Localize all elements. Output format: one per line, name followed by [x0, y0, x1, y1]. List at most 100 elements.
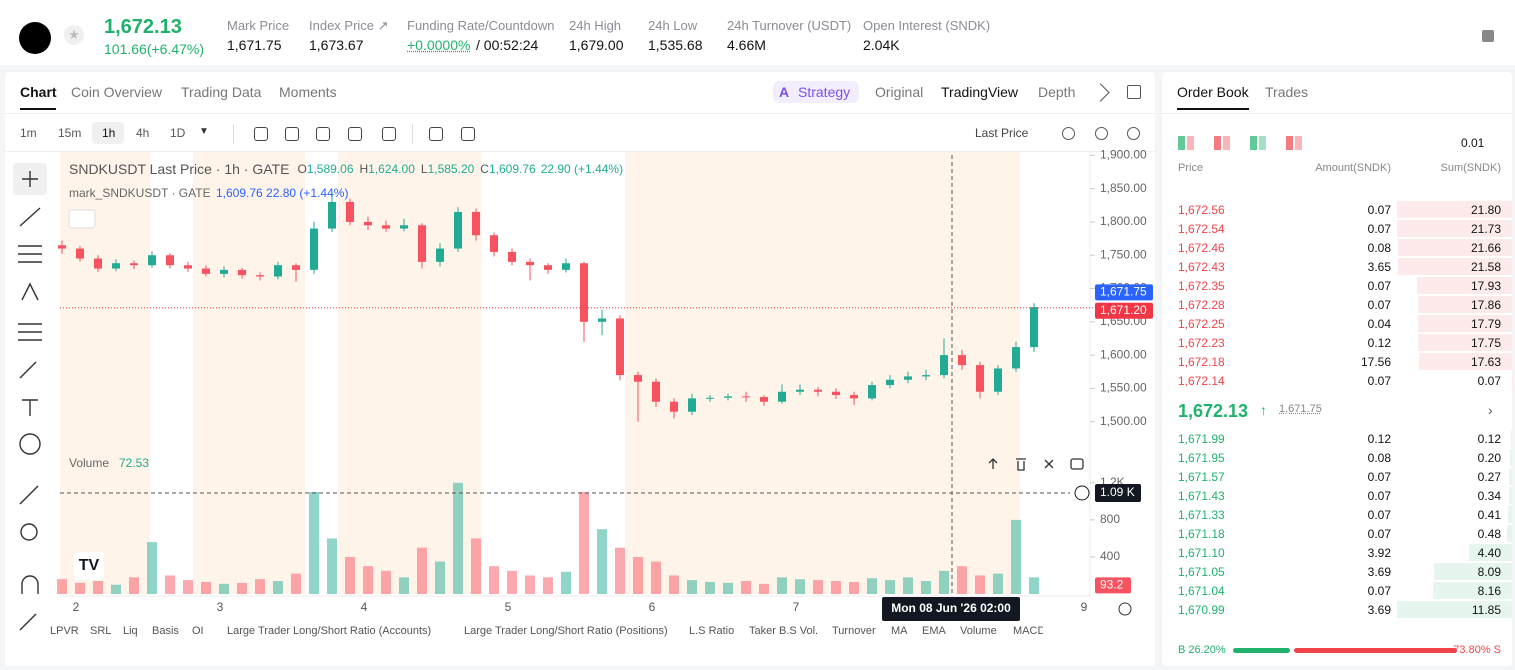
- indicator[interactable]: Basis: [152, 625, 179, 637]
- volume-name: Volume: [69, 456, 109, 470]
- ob-sum: 17.79: [1470, 317, 1501, 331]
- candle-body: [778, 391, 786, 402]
- ob-view-icon: [1214, 136, 1221, 150]
- volume-bar: [201, 581, 211, 594]
- toolbar-icon[interactable]: [429, 127, 443, 141]
- indicator[interactable]: Turnover: [832, 625, 876, 637]
- interval[interactable]: 1D: [170, 126, 186, 140]
- toolbar-icon[interactable]: [285, 127, 299, 141]
- volume-bar: [453, 482, 463, 594]
- ob-tab[interactable]: Trades: [1265, 84, 1309, 100]
- indicator[interactable]: LPVR: [50, 625, 79, 637]
- x-tick-label: 6: [649, 600, 656, 614]
- price-change: 101.66(+6.47%): [104, 41, 205, 57]
- volume-last-bg: [1095, 577, 1131, 594]
- view-tab[interactable]: Depth: [1038, 84, 1076, 100]
- indicator[interactable]: SRL: [90, 625, 112, 637]
- interval[interactable]: 15m: [58, 126, 82, 140]
- ob-amount: 0.07: [1367, 489, 1391, 503]
- view-tab[interactable]: Original: [875, 84, 924, 100]
- interval[interactable]: 1h: [102, 126, 116, 140]
- candle-body: [202, 268, 210, 274]
- volume-bar: [849, 581, 859, 594]
- ohlc-key: O: [297, 162, 306, 176]
- indicator[interactable]: OI: [192, 625, 204, 637]
- indicator[interactable]: MA: [891, 625, 908, 637]
- depth-bar: [1397, 201, 1512, 218]
- ohlc-key: L: [421, 162, 428, 176]
- candle-body: [508, 251, 516, 262]
- toolbar-icon[interactable]: [382, 127, 396, 141]
- ob-amount: 3.65: [1367, 260, 1391, 274]
- volume-bar: [183, 580, 193, 594]
- layout-icon[interactable]: [1482, 30, 1494, 42]
- indicator[interactable]: Liq: [123, 625, 138, 637]
- stat-label: 24h Turnover (USDT): [727, 18, 852, 33]
- candle-body: [472, 211, 480, 236]
- favorite-star[interactable]: ★: [64, 25, 84, 45]
- ohlc-value: 1,589.06: [307, 162, 354, 176]
- volume-bar: [147, 542, 157, 594]
- toolbar-icon[interactable]: [461, 127, 475, 141]
- ob-amount: 0.12: [1367, 432, 1391, 446]
- ob-sum: 0.34: [1477, 489, 1501, 503]
- toolbar-icon[interactable]: [348, 127, 362, 141]
- view-tab[interactable]: TradingView: [941, 84, 1019, 100]
- ob-price: 1,672.23: [1178, 336, 1225, 350]
- indicator[interactable]: Large Trader Long/Short Ratio (Accounts): [227, 625, 432, 637]
- toolbar-divider: [233, 124, 234, 144]
- x-tick-label: 3: [217, 600, 224, 614]
- indicator[interactable]: EMA: [922, 625, 946, 637]
- interval[interactable]: 4h: [136, 126, 150, 140]
- indicator[interactable]: Large Trader Long/Short Ratio (Positions…: [464, 625, 668, 637]
- ob-view-icon: [1178, 136, 1185, 150]
- ob-amount: 0.07: [1367, 470, 1391, 484]
- chart-tab[interactable]: Chart: [20, 84, 57, 100]
- indicator[interactable]: Taker B.S Vol.: [749, 625, 819, 637]
- ohlc-value: 1,624.00: [368, 162, 415, 176]
- y-tick-label: 1,750.00: [1100, 247, 1147, 261]
- candle-body: [382, 225, 390, 229]
- toolbar-icon[interactable]: [316, 127, 330, 141]
- ob-price: 1,672.56: [1178, 203, 1225, 217]
- chart-tab[interactable]: Moments: [279, 84, 337, 100]
- stat-label: Open Interest (SNDK): [863, 18, 991, 33]
- candle-body: [868, 385, 876, 399]
- chart: TV 1,500.001,550.001,600.001,650.001,700…: [13, 148, 1153, 631]
- ob-column: Sum(SNDK): [1440, 162, 1501, 174]
- volume-bar: [507, 570, 517, 594]
- candle-body: [400, 225, 408, 229]
- toolbar-icon: [1062, 127, 1075, 140]
- depth-bar: [1508, 506, 1512, 523]
- volume-bar: [867, 578, 877, 594]
- ob-price: 1,671.10: [1178, 546, 1225, 560]
- mid-price: 1,672.13: [1178, 401, 1249, 421]
- ob-price: 1,672.46: [1178, 241, 1225, 255]
- depth-bar: [1418, 334, 1512, 351]
- volume-bar: [435, 561, 445, 594]
- candle-body: [958, 355, 966, 366]
- coin-logo[interactable]: [19, 22, 51, 54]
- chart-tab[interactable]: Trading Data: [181, 84, 262, 100]
- interval-active-bg: [92, 122, 124, 144]
- chart-tab[interactable]: Coin Overview: [71, 84, 163, 100]
- toolbar-divider: [412, 124, 413, 144]
- candle-body: [436, 248, 444, 262]
- indicator[interactable]: MACD: [1013, 625, 1043, 637]
- toolbar-icon: [1127, 127, 1140, 140]
- toolbar-icon[interactable]: [254, 127, 268, 141]
- indicator[interactable]: Volume: [960, 625, 997, 637]
- stat-value: 1,679.00: [569, 37, 624, 53]
- settings-icon[interactable]: [1118, 602, 1132, 616]
- stat-label: 24h Low: [648, 18, 698, 33]
- depth-bar: [1510, 449, 1512, 466]
- interval[interactable]: 1m: [20, 126, 37, 140]
- tick-size[interactable]: 0.01: [1461, 136, 1485, 150]
- volume-bar: [273, 581, 283, 594]
- view-tab[interactable]: Strategy: [798, 84, 851, 100]
- ob-tab[interactable]: Order Book: [1177, 84, 1249, 100]
- toolbar-icon: [1095, 127, 1108, 140]
- candle-body: [544, 265, 552, 270]
- price-type[interactable]: Last Price: [975, 126, 1029, 140]
- indicator[interactable]: L.S Ratio: [689, 625, 735, 637]
